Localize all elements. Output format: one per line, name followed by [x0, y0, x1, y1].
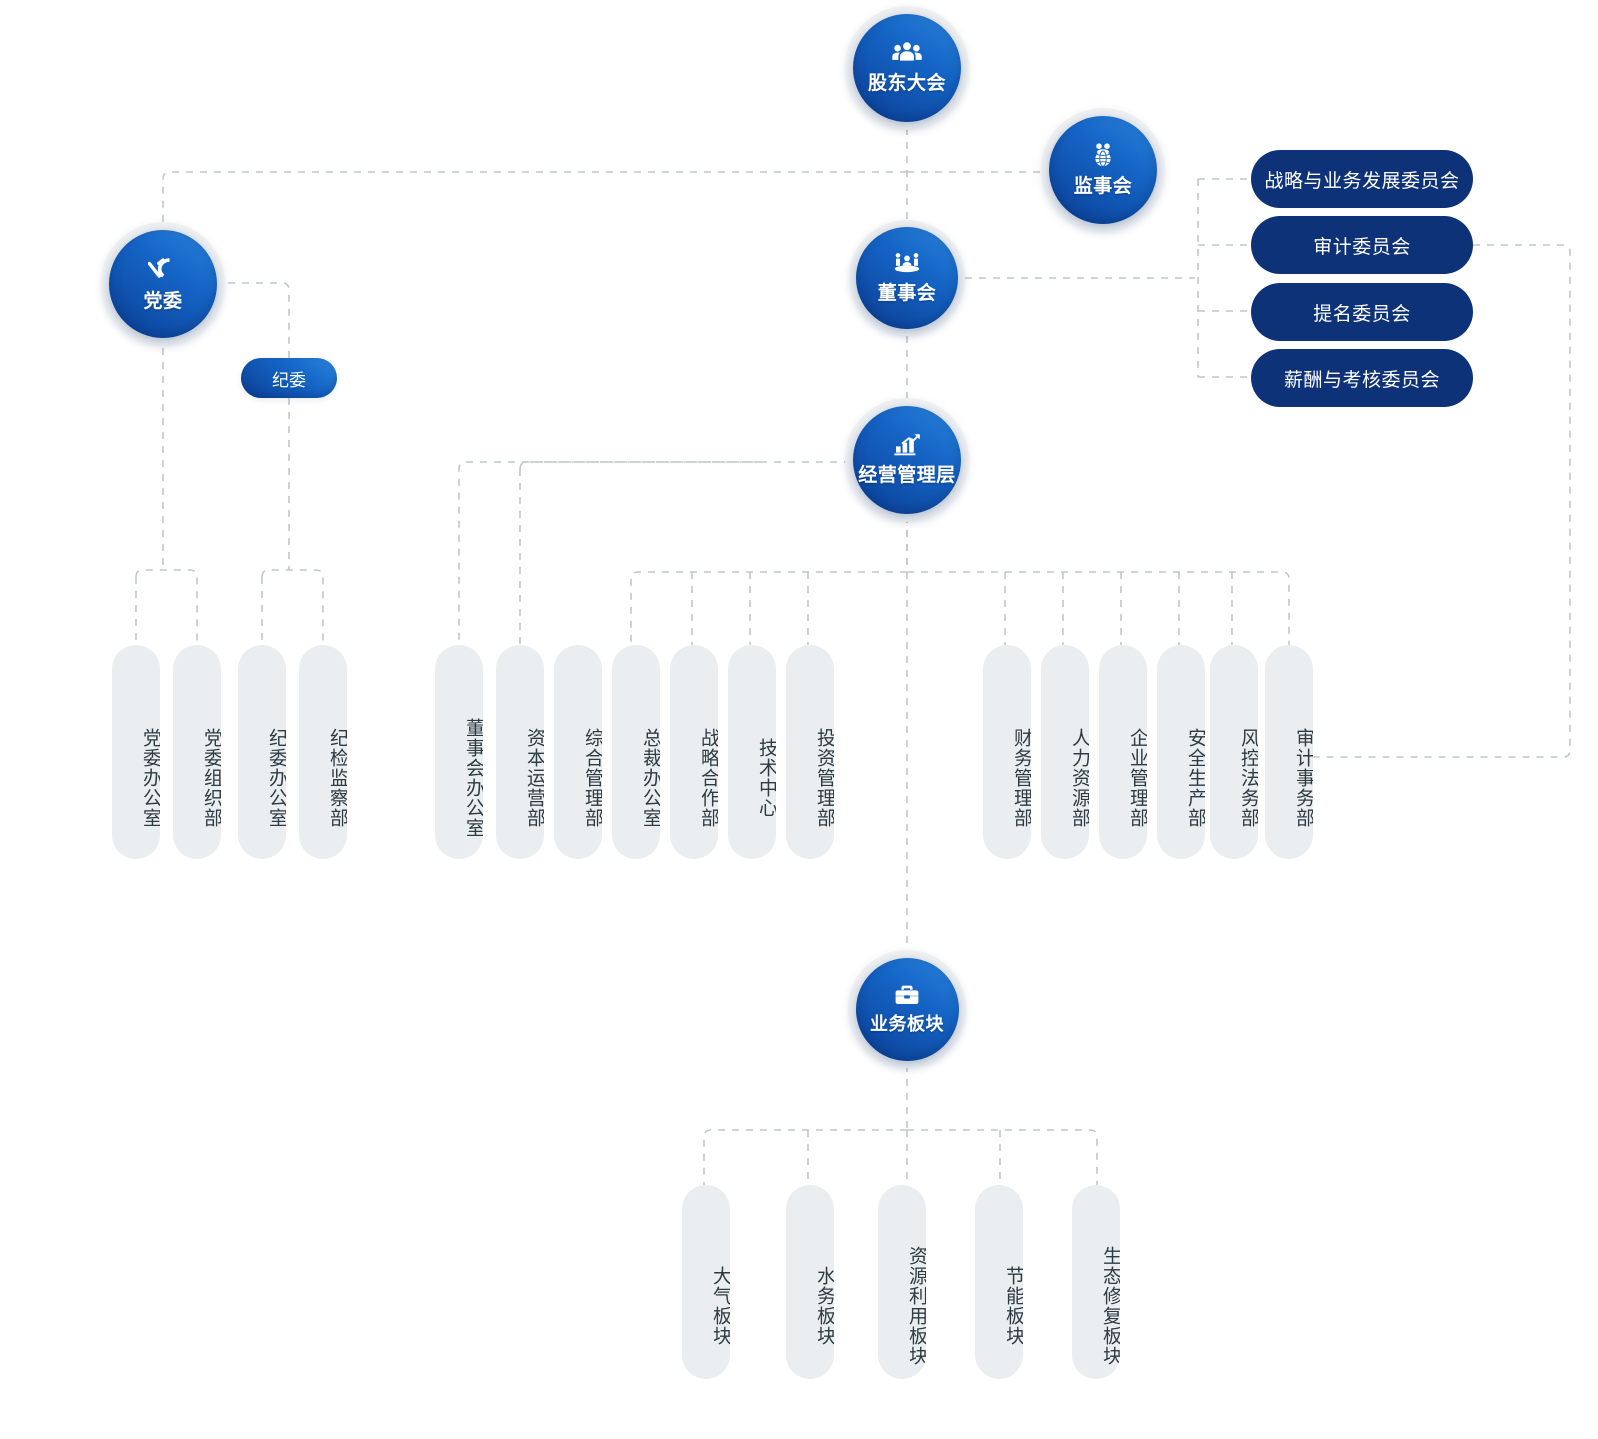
globe-people-icon [1089, 142, 1117, 168]
dept-label: 资本运营部 [524, 728, 544, 828]
node-discipline-committee[interactable]: 纪委 [241, 358, 337, 398]
dept-label: 财务管理部 [1011, 728, 1031, 828]
committee-remuneration-appraisal[interactable]: 薪酬与考核委员会 [1251, 349, 1473, 407]
dept-label: 风控法务部 [1238, 728, 1258, 828]
dept-label: 技术中心 [756, 738, 776, 818]
dept-finance-management[interactable]: 财务管理部 [983, 645, 1031, 859]
node-supervisory-board[interactable]: 监事会 [1041, 108, 1165, 232]
dept-label: 战略合作部 [698, 728, 718, 828]
segment-energy-saving[interactable]: 节能板块 [975, 1185, 1023, 1379]
dept-party-office[interactable]: 党委办公室 [112, 645, 160, 859]
dept-discipline-office[interactable]: 纪委办公室 [238, 645, 286, 859]
dept-label: 人力资源部 [1069, 728, 1089, 828]
dept-label: 企业管理部 [1127, 728, 1147, 828]
dept-discipline-inspection[interactable]: 纪检监察部 [299, 645, 347, 859]
dept-capital-operations[interactable]: 资本运营部 [496, 645, 544, 859]
segment-label: 大气板块 [710, 1266, 730, 1346]
dept-audit-affairs[interactable]: 审计事务部 [1265, 645, 1313, 859]
node-management-layer[interactable]: 经营管理层 [845, 398, 969, 522]
committee-strategy-business-development[interactable]: 战略与业务发展委员会 [1251, 150, 1473, 208]
node-label: 董事会 [877, 283, 937, 304]
dept-label: 纪委办公室 [266, 728, 286, 828]
committee-label: 薪酬与考核委员会 [1283, 369, 1440, 391]
dept-label: 综合管理部 [582, 728, 602, 828]
committee-nomination[interactable]: 提名委员会 [1251, 283, 1473, 341]
segment-label: 节能板块 [1003, 1266, 1023, 1346]
dept-enterprise-management[interactable]: 企业管理部 [1099, 645, 1147, 859]
dept-party-organization[interactable]: 党委组织部 [173, 645, 221, 859]
dept-label: 审计事务部 [1293, 728, 1313, 828]
dept-board-office[interactable]: 董事会办公室 [435, 645, 483, 859]
dept-label: 投资管理部 [814, 728, 834, 828]
dept-human-resources[interactable]: 人力资源部 [1041, 645, 1089, 859]
segment-ecological-restoration[interactable]: 生态修复板块 [1072, 1185, 1120, 1379]
bar-chart-arrow-icon [893, 433, 921, 457]
dept-label: 纪检监察部 [327, 728, 347, 828]
committee-label: 提名委员会 [1313, 303, 1411, 325]
dept-label: 党委办公室 [140, 728, 160, 828]
node-label: 经营管理层 [858, 465, 956, 486]
board-members-icon [892, 251, 922, 275]
node-board-of-directors[interactable]: 董事会 [849, 220, 965, 336]
committee-label: 审计委员会 [1313, 236, 1411, 258]
node-label: 股东大会 [867, 73, 946, 94]
node-party-committee[interactable]: 党委 [101, 222, 225, 346]
dept-safety-production[interactable]: 安全生产部 [1157, 645, 1205, 859]
segment-atmosphere[interactable]: 大气板块 [682, 1185, 730, 1379]
node-business-segments[interactable]: 业务板块 [848, 950, 966, 1068]
segment-label: 资源利用板块 [906, 1246, 926, 1366]
dept-president-office[interactable]: 总裁办公室 [612, 645, 660, 859]
node-label: 业务板块 [870, 1013, 944, 1034]
node-shareholders-meeting[interactable]: 股东大会 [845, 6, 969, 130]
committee-audit[interactable]: 审计委员会 [1251, 216, 1473, 274]
node-label: 监事会 [1073, 176, 1133, 197]
dept-general-management[interactable]: 综合管理部 [554, 645, 602, 859]
dept-label: 安全生产部 [1185, 728, 1205, 828]
dept-label: 董事会办公室 [463, 718, 483, 838]
dept-label: 党委组织部 [201, 728, 221, 828]
dept-investment-management[interactable]: 投资管理部 [786, 645, 834, 859]
segment-label: 水务板块 [814, 1266, 834, 1346]
people-group-icon [892, 41, 922, 65]
dept-label: 总裁办公室 [640, 728, 660, 828]
hammer-sickle-icon [147, 255, 178, 283]
node-label: 党委 [143, 291, 183, 312]
dept-strategic-cooperation[interactable]: 战略合作部 [670, 645, 718, 859]
dept-technology-center[interactable]: 技术中心 [728, 645, 776, 859]
node-label: 纪委 [272, 370, 306, 390]
segment-water[interactable]: 水务板块 [786, 1185, 834, 1379]
briefcase-icon [894, 983, 920, 1007]
segment-label: 生态修复板块 [1100, 1246, 1120, 1366]
dept-risk-control-legal[interactable]: 风控法务部 [1210, 645, 1258, 859]
committee-label: 战略与业务发展委员会 [1264, 170, 1460, 192]
segment-resource-utilization[interactable]: 资源利用板块 [878, 1185, 926, 1379]
